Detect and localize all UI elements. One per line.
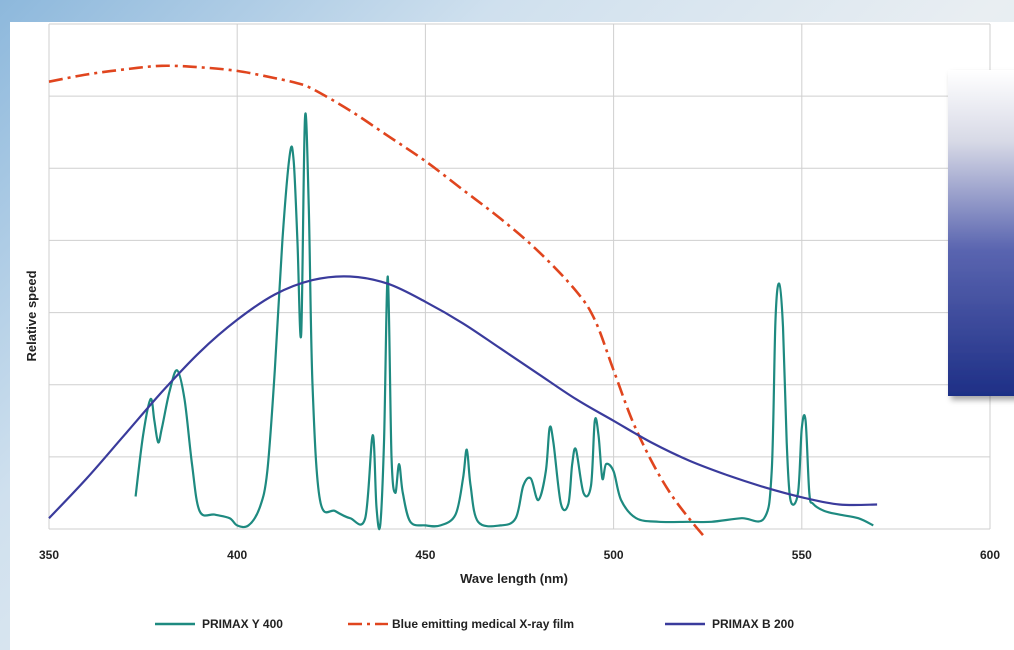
- chart-panel: 350 400 450 500 550 600 Wave length (nm) Rela…: [10, 22, 1014, 650]
- x-tick-label: 550: [792, 548, 812, 562]
- x-tick-label: 350: [39, 548, 59, 562]
- tick-layer: 350 400 450 500 550 600: [39, 548, 1000, 562]
- x-tick-label: 400: [227, 548, 247, 562]
- series-layer: [48, 64, 878, 538]
- x-tick-label: 500: [604, 548, 624, 562]
- light-spectrum-swatch: [948, 70, 1014, 396]
- chart-canvas: 350 400 450 500 550 600 Wave length (nm) Rela…: [24, 23, 1014, 631]
- legend-label-1: Blue emitting medical X-ray film: [392, 617, 574, 631]
- x-tick-label: 450: [415, 548, 435, 562]
- series-line-0: [134, 112, 874, 531]
- x-tick-label: 600: [980, 548, 1000, 562]
- y-axis-title: Relative speed: [24, 270, 39, 361]
- series-line-2: [48, 275, 878, 519]
- legend: PRIMAX Y 400 Blue emitting medical X-ray …: [155, 617, 794, 631]
- x-axis-title: Wave length (nm): [460, 571, 568, 586]
- series-line-1: [48, 64, 705, 538]
- legend-label-2: PRIMAX B 200: [712, 617, 794, 631]
- legend-label-0: PRIMAX Y 400: [202, 617, 283, 631]
